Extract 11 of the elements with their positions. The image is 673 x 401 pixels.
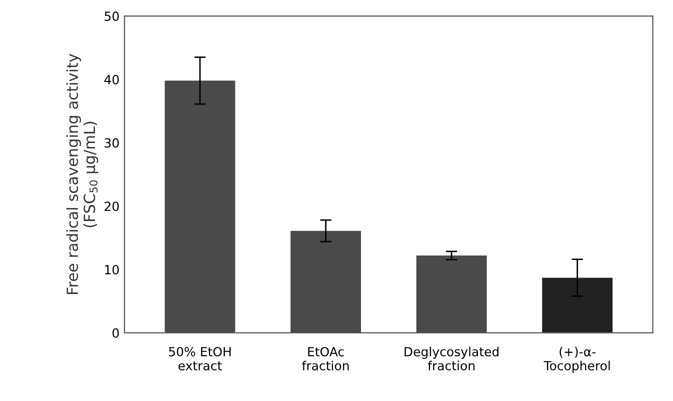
y-tick-label: 10	[105, 264, 119, 274]
y-tick-label: 0	[112, 328, 119, 338]
x-tick-label: 50% EtOH extract	[169, 346, 231, 370]
y-tick-label: 30	[104, 138, 119, 148]
y-axis-title: Free radical scavenging activity (FSC$_{50}$ μg/mL)	[66, 54, 98, 294]
x-tick-label: Deglycosylated fraction	[404, 346, 499, 370]
x-tick-label: EtOAc fraction	[302, 346, 349, 370]
x-tick-label: (+)-α- Tocopherol	[544, 346, 610, 373]
y-tick-label: 50	[104, 12, 119, 21]
y-tick-label: 20	[104, 202, 119, 212]
y-tick-label: 40	[104, 74, 119, 84]
